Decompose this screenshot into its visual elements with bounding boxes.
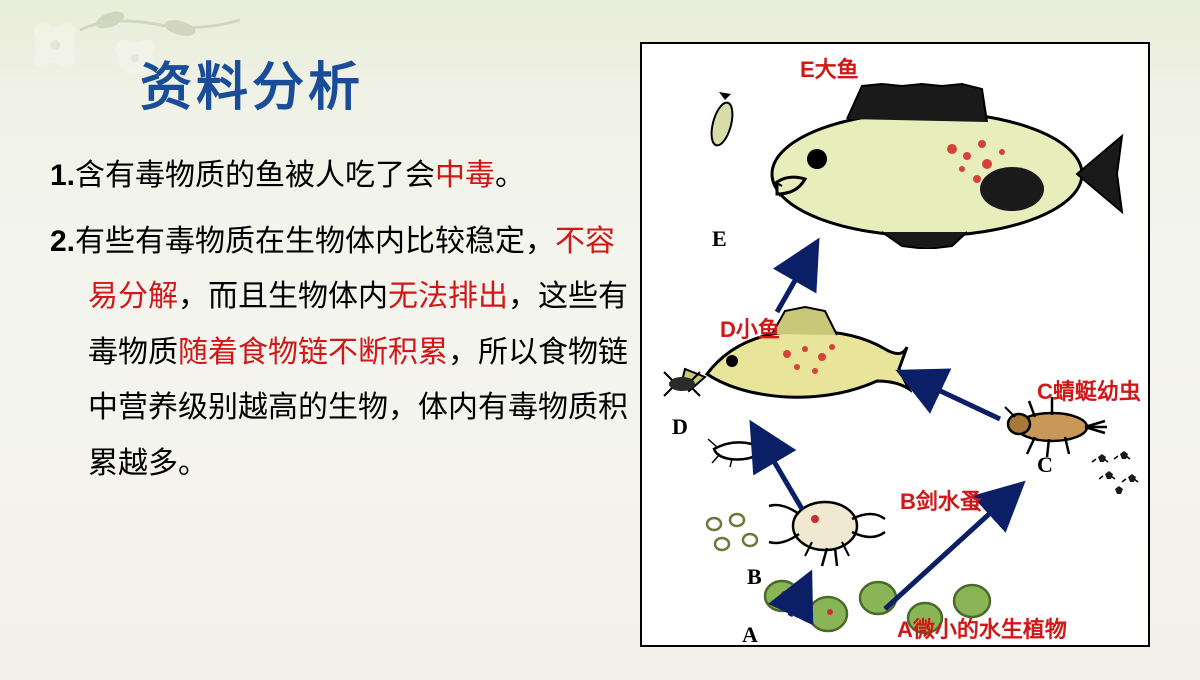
food-chain-arrows xyxy=(642,44,1152,649)
text-panel: 资料分析 1.含有毒物质的鱼被人吃了会中毒。 2.有些有毒物质在生物体内比较稳定… xyxy=(50,20,640,660)
slide-title: 资料分析 xyxy=(140,45,640,120)
letter-a: A xyxy=(742,622,758,648)
point-2: 2.有些有毒物质在生物体内比较稳定，不容易分解，而且生物体内无法排出，这些有毒物… xyxy=(50,214,640,492)
food-chain-diagram: E大鱼 E D小鱼 D C蜻蜓幼虫 C B剑水蚤 B A微小的水生植物 A xyxy=(640,42,1150,647)
letter-c: C xyxy=(1037,452,1053,478)
letter-d: D xyxy=(672,414,688,440)
point-2-number: 2. xyxy=(50,225,75,258)
letter-b: B xyxy=(747,564,762,590)
label-a: A微小的水生植物 xyxy=(897,612,1067,644)
point-1: 1.含有毒物质的鱼被人吃了会中毒。 xyxy=(50,148,640,204)
slide-content: 资料分析 1.含有毒物质的鱼被人吃了会中毒。 2.有些有毒物质在生物体内比较稳定… xyxy=(0,0,1200,680)
letter-e: E xyxy=(712,226,727,252)
label-b: B剑水蚤 xyxy=(900,484,982,516)
label-c: C蜻蜓幼虫 xyxy=(1037,374,1141,406)
label-d: D小鱼 xyxy=(720,312,780,344)
diagram-panel: E大鱼 E D小鱼 D C蜻蜓幼虫 C B剑水蚤 B A微小的水生植物 A xyxy=(640,20,1170,660)
label-e: E大鱼 xyxy=(800,52,859,84)
point-1-number: 1. xyxy=(50,159,75,192)
